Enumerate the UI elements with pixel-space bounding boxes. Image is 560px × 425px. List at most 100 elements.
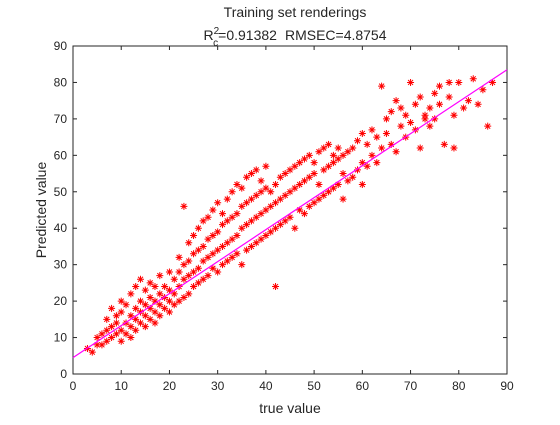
data-point (175, 268, 183, 276)
data-point (407, 78, 415, 86)
data-point (218, 261, 226, 269)
data-point (137, 275, 145, 283)
data-point (108, 323, 116, 331)
data-point (247, 195, 255, 203)
y-tick-label: 0 (60, 367, 67, 381)
data-point (291, 162, 299, 170)
data-point (435, 100, 443, 108)
data-point (305, 151, 313, 159)
data-point (165, 297, 173, 305)
data-point (137, 308, 145, 316)
x-tick-label: 30 (211, 379, 225, 393)
data-point (252, 166, 260, 174)
data-point (334, 180, 342, 188)
data-point (397, 122, 405, 130)
data-point (267, 188, 275, 196)
data-point (194, 264, 202, 272)
data-point (146, 315, 154, 323)
data-point (161, 304, 169, 312)
data-point (320, 144, 328, 152)
data-point (257, 177, 265, 185)
data-point (108, 334, 116, 342)
data-point (305, 202, 313, 210)
data-point (262, 184, 270, 192)
data-point (276, 221, 284, 229)
data-point (474, 100, 482, 108)
data-point (190, 232, 198, 240)
y-tick-label: 30 (54, 258, 68, 272)
data-point (392, 97, 400, 105)
data-point (194, 279, 202, 287)
data-point (329, 184, 337, 192)
data-point (325, 140, 333, 148)
x-tick-label: 80 (452, 379, 466, 393)
data-point (132, 326, 140, 334)
data-point (247, 170, 255, 178)
data-point (175, 253, 183, 261)
y-tick-label: 80 (54, 75, 68, 89)
data-point (402, 111, 410, 119)
data-point (272, 199, 280, 207)
data-point (440, 140, 448, 148)
data-point (151, 319, 159, 327)
data-point (460, 104, 468, 112)
data-point (214, 246, 222, 254)
data-point (112, 319, 120, 327)
data-point (276, 195, 284, 203)
data-point (373, 159, 381, 167)
data-point (127, 334, 135, 342)
x-axis-label: true value (259, 400, 321, 416)
data-point (199, 275, 207, 283)
data-point (354, 137, 362, 145)
data-point (354, 166, 362, 174)
y-tick-label: 20 (54, 294, 68, 308)
data-point (464, 97, 472, 105)
data-point (233, 250, 241, 258)
data-point (421, 115, 429, 123)
data-point (238, 184, 246, 192)
data-point (228, 235, 236, 243)
y-tick-label: 60 (54, 148, 68, 162)
data-point (281, 217, 289, 225)
data-point (325, 188, 333, 196)
x-tick-label: 40 (259, 379, 273, 393)
data-point (228, 188, 236, 196)
rmsec-value: RMSEC=4.8754 (285, 27, 387, 43)
data-point (223, 195, 231, 203)
data-point (165, 268, 173, 276)
data-point (122, 330, 130, 338)
data-point (209, 250, 217, 258)
data-point (267, 202, 275, 210)
data-point (358, 159, 366, 167)
data-point (382, 115, 390, 123)
data-point (194, 246, 202, 254)
data-point (407, 119, 415, 127)
data-point (223, 239, 231, 247)
data-point (247, 242, 255, 250)
data-point (272, 224, 280, 232)
x-tick-label: 60 (356, 379, 370, 393)
data-point (93, 341, 101, 349)
data-point (296, 159, 304, 167)
data-point (291, 184, 299, 192)
data-point (243, 246, 251, 254)
data-point (252, 213, 260, 221)
data-point (368, 126, 376, 134)
data-point (132, 304, 140, 312)
data-point (228, 213, 236, 221)
data-point (214, 268, 222, 276)
data-point (315, 195, 323, 203)
data-point (247, 217, 255, 225)
data-point (397, 104, 405, 112)
data-point (190, 250, 198, 258)
data-point (238, 202, 246, 210)
data-point (204, 235, 212, 243)
data-point (411, 100, 419, 108)
data-point (349, 144, 357, 152)
data-point (98, 330, 106, 338)
data-point (137, 319, 145, 327)
data-point (329, 159, 337, 167)
r-value: =0.91382 (218, 27, 277, 43)
data-point (161, 283, 169, 291)
data-point (243, 221, 251, 229)
